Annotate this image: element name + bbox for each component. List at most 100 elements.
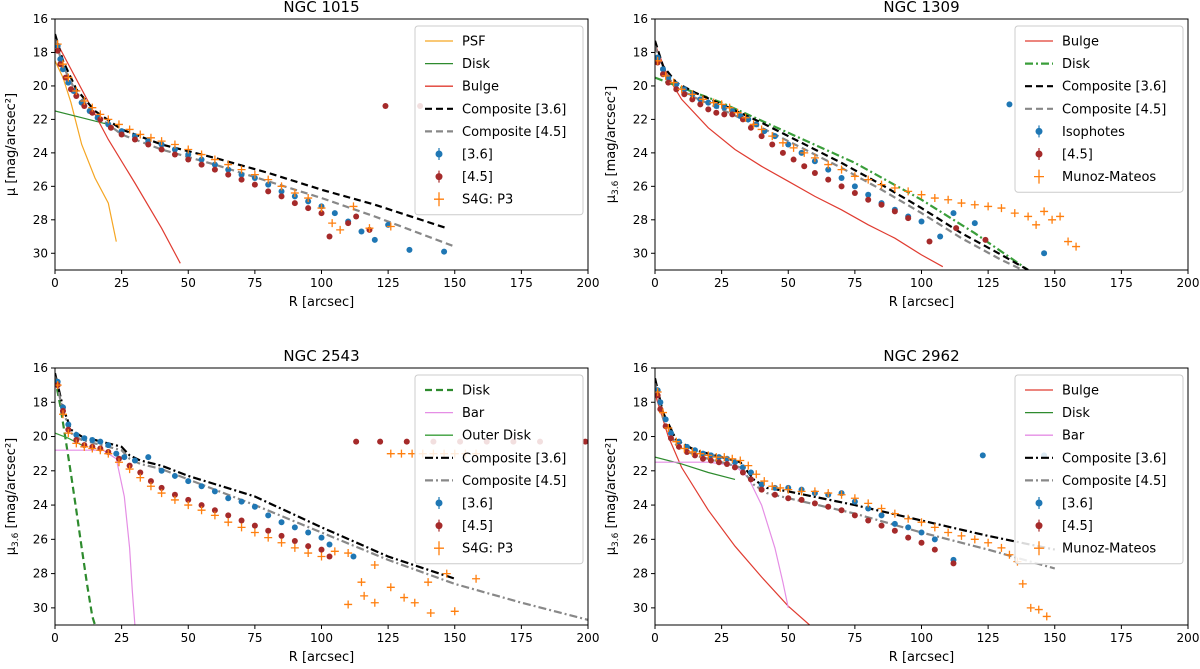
legend-box xyxy=(1014,374,1184,565)
data-point-3-6 xyxy=(211,161,218,168)
data-point-isophotes xyxy=(918,218,925,225)
y-axis-label: μ [mag/arcsec²] xyxy=(4,93,19,196)
data-point-munoz-mateos xyxy=(997,204,1006,213)
data-point-s4g-p3 xyxy=(55,40,62,49)
plot-area xyxy=(655,40,1081,270)
data-point-4-5 xyxy=(211,166,218,173)
data-point-s4g-p3 xyxy=(400,593,409,602)
x-tick-label: 75 xyxy=(247,276,262,290)
data-point-3-6 xyxy=(979,452,986,459)
data-point-s4g-p3 xyxy=(277,538,286,547)
data-point-4-5 xyxy=(318,546,325,553)
data-point-s4g-p3 xyxy=(397,449,406,458)
data-point-munoz-mateos xyxy=(728,454,737,463)
data-point-s4g-p3 xyxy=(450,607,459,616)
data-point-munoz-mateos xyxy=(904,187,913,196)
y-tick-label: 24 xyxy=(633,498,648,512)
data-point-s4g-p3 xyxy=(96,110,105,119)
data-point-s4g-p3 xyxy=(58,410,67,419)
data-point-s4g-p3 xyxy=(264,533,273,542)
y-axis-label: μ3.6 [mag/arcsec²] xyxy=(604,86,621,203)
data-point-s4g-p3 xyxy=(72,86,81,95)
y-tick-label: 28 xyxy=(33,213,48,227)
data-point-4-5 xyxy=(758,486,765,493)
data-point-4-5 xyxy=(905,215,912,222)
data-point-s4g-p3 xyxy=(104,449,113,458)
data-point-4-5 xyxy=(657,406,664,413)
data-point-4-5 xyxy=(382,103,389,110)
data-point-munoz-mateos xyxy=(837,165,846,174)
data-point-munoz-mateos xyxy=(717,100,726,109)
data-point-4-5 xyxy=(838,507,845,514)
data-point-s4g-p3 xyxy=(210,155,219,164)
data-point-3-6 xyxy=(131,457,138,464)
legend-label: Disk xyxy=(1062,57,1090,72)
legend-label: Bar xyxy=(462,406,485,421)
y-tick-label: 26 xyxy=(633,179,648,193)
y-axis-label: μ3.6 [mag/arcsec²] xyxy=(4,438,21,555)
plot-area xyxy=(655,378,1056,625)
data-point-munoz-mateos xyxy=(680,444,689,453)
data-point-munoz-mateos xyxy=(890,509,899,518)
data-point-3-6 xyxy=(371,236,378,243)
data-point-4-5 xyxy=(107,124,114,131)
data-point-4-5 xyxy=(865,517,872,524)
data-point-isophotes xyxy=(950,210,957,217)
panel-ngc-2962: NGC 2962 0 25 50 75 100 125 150 175 200 16 18 20 22 24… xyxy=(604,347,1199,665)
x-axis-label: R [arcsec] xyxy=(289,295,354,310)
data-point-4-5 xyxy=(665,79,672,86)
data-point-4-5 xyxy=(731,464,738,471)
data-point-3-6 xyxy=(171,472,178,479)
y-tick-label: 24 xyxy=(33,146,48,160)
data-point-3-6 xyxy=(865,505,872,512)
legend-marker xyxy=(434,541,444,556)
data-point-4-5 xyxy=(779,149,786,156)
legend-label: Disk xyxy=(462,57,490,72)
data-point-munoz-mateos xyxy=(917,518,926,527)
data-point-4-5 xyxy=(878,201,885,208)
legend-marker xyxy=(1034,169,1044,184)
data-point-munoz-mateos xyxy=(1032,220,1041,229)
legend-label: Composite [3.6] xyxy=(1062,451,1166,466)
data-point-3-6 xyxy=(57,56,64,63)
y-tick-label: 20 xyxy=(633,430,648,444)
y-tick-label: 28 xyxy=(633,567,648,581)
data-point-4-5 xyxy=(137,469,144,476)
data-point-s4g-p3 xyxy=(170,495,179,504)
data-point-munoz-mateos xyxy=(850,172,859,181)
data-point-munoz-mateos xyxy=(655,56,662,65)
y-tick-label: 24 xyxy=(633,146,648,160)
data-point-3-6 xyxy=(265,181,272,188)
data-point-s4g-p3 xyxy=(146,133,155,142)
x-tick-label: 75 xyxy=(847,631,862,645)
data-point-4-5 xyxy=(878,522,885,529)
data-point-3-6 xyxy=(662,416,669,423)
data-point-isophotes xyxy=(971,220,978,227)
data-point-isophotes xyxy=(838,174,845,181)
x-tick-label: 150 xyxy=(443,276,466,290)
data-point-s4g-p3 xyxy=(360,591,369,600)
data-point-3-6 xyxy=(158,467,165,474)
data-point-4-5 xyxy=(926,238,933,245)
data-point-s4g-p3 xyxy=(157,489,166,498)
data-point-4-5 xyxy=(265,188,272,195)
data-point-munoz-mateos xyxy=(1018,579,1027,588)
x-tick-label: 125 xyxy=(977,631,1000,645)
data-point-4-5 xyxy=(747,476,754,483)
data-point-4-5 xyxy=(251,181,258,188)
data-point-4-5 xyxy=(673,86,680,93)
data-point-munoz-mateos xyxy=(957,199,966,208)
data-point-4-5 xyxy=(771,491,778,498)
legend-label: Bulge xyxy=(1062,384,1099,399)
legend-label: [3.6] xyxy=(462,148,493,163)
data-point-4-5 xyxy=(747,124,754,131)
data-point-s4g-p3 xyxy=(64,73,73,82)
data-point-s4g-p3 xyxy=(125,125,134,134)
series-line-composite-3-6 xyxy=(655,378,1056,551)
data-point-s4g-p3 xyxy=(114,120,123,129)
data-point-s4g-p3 xyxy=(197,506,206,515)
legend-box xyxy=(414,374,584,565)
data-point-4-5 xyxy=(353,438,360,445)
data-point-munoz-mateos xyxy=(864,175,873,184)
series-line-disk xyxy=(655,456,736,480)
